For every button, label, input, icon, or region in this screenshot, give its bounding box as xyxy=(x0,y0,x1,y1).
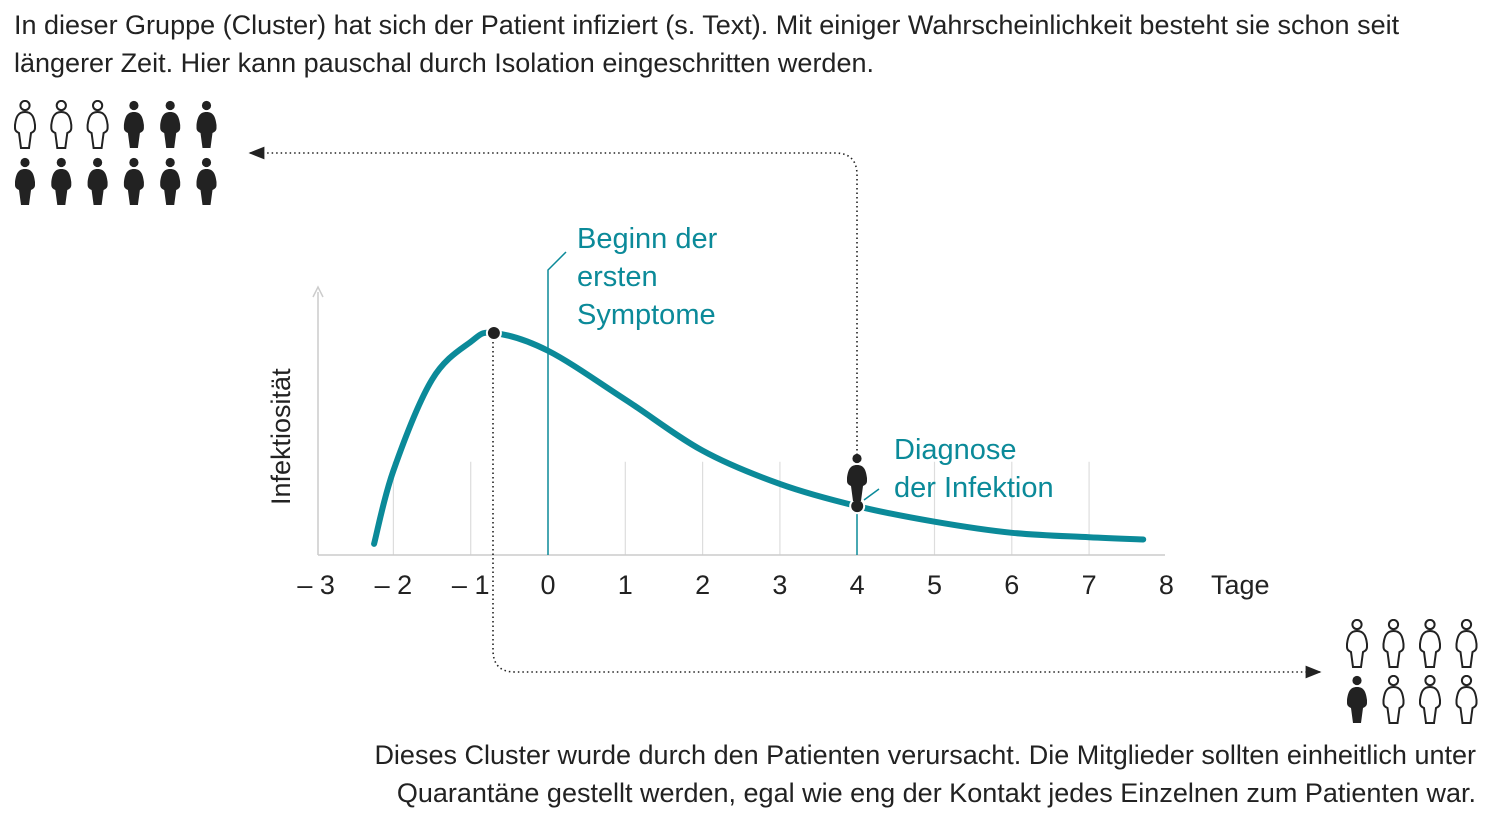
caused-cluster xyxy=(1346,619,1478,724)
arrow-to-caused-cluster xyxy=(492,333,1322,679)
x-axis-label: Tage xyxy=(1211,570,1270,600)
y-axis-arrow xyxy=(312,285,324,298)
diagnosis-pointer xyxy=(863,488,880,501)
x-tick-label: 5 xyxy=(927,570,942,600)
diagnosis-label: Diagnose der Infektion xyxy=(894,434,1054,504)
infectiousness-curve xyxy=(371,329,1147,547)
y-axis-label: Infektiosität xyxy=(266,368,296,505)
person-icon xyxy=(86,100,109,149)
person-infected-icon xyxy=(196,100,217,148)
person-icon xyxy=(1419,619,1441,668)
x-tick-label: 4 xyxy=(850,570,865,600)
intro-text: In dieser Gruppe (Cluster) hat sich der … xyxy=(14,10,1400,78)
x-tick-labels: – 3 – 2 – 1 0 1 2 3 4 5 6 7 8 xyxy=(297,570,1174,600)
x-tick-label: 2 xyxy=(695,570,710,600)
person-icon xyxy=(1382,619,1405,668)
x-tick-label: 8 xyxy=(1159,570,1174,600)
person-icon xyxy=(1382,675,1405,724)
person-infected-icon xyxy=(123,157,144,205)
person-infected-icon xyxy=(160,157,181,205)
source-cluster xyxy=(14,100,217,205)
x-tick-label: – 2 xyxy=(375,570,413,600)
symptom-onset-line xyxy=(547,251,567,555)
conclusion-text: Dieses Cluster wurde durch den Patienten… xyxy=(76,736,1476,812)
x-tick-label: 6 xyxy=(1004,570,1019,600)
x-tick-label: 1 xyxy=(618,570,633,600)
symptom-label: Beginn der ersten Symptome xyxy=(577,223,725,331)
person-infected-icon xyxy=(160,100,181,148)
person-icon xyxy=(50,100,73,149)
person-icon xyxy=(1346,619,1368,668)
person-icon xyxy=(1419,675,1441,724)
x-tick-label: – 1 xyxy=(452,570,490,600)
conclusion-line-2: Quarantäne gestellt werden, egal wie eng… xyxy=(396,778,1476,808)
diagnosis-marker xyxy=(849,498,866,515)
conclusion-line-1: Dieses Cluster wurde durch den Patienten… xyxy=(374,740,1476,770)
x-tick-label: 7 xyxy=(1082,570,1097,600)
person-infected-icon xyxy=(87,157,108,205)
peak-marker xyxy=(485,325,502,341)
person-infected-icon xyxy=(196,157,217,205)
person-infected-icon xyxy=(15,157,35,205)
person-icon xyxy=(1455,675,1478,724)
patient-icon xyxy=(847,453,867,501)
person-icon xyxy=(1455,619,1478,668)
person-icon xyxy=(14,100,36,149)
arrow-to-source-cluster xyxy=(248,146,858,455)
x-tick-label: – 3 xyxy=(297,570,335,600)
x-tick-label: 0 xyxy=(540,570,555,600)
x-tick-label: 3 xyxy=(772,570,787,600)
person-infected-icon xyxy=(123,100,144,148)
person-infected-icon xyxy=(1347,675,1367,723)
person-infected-icon xyxy=(51,157,72,205)
